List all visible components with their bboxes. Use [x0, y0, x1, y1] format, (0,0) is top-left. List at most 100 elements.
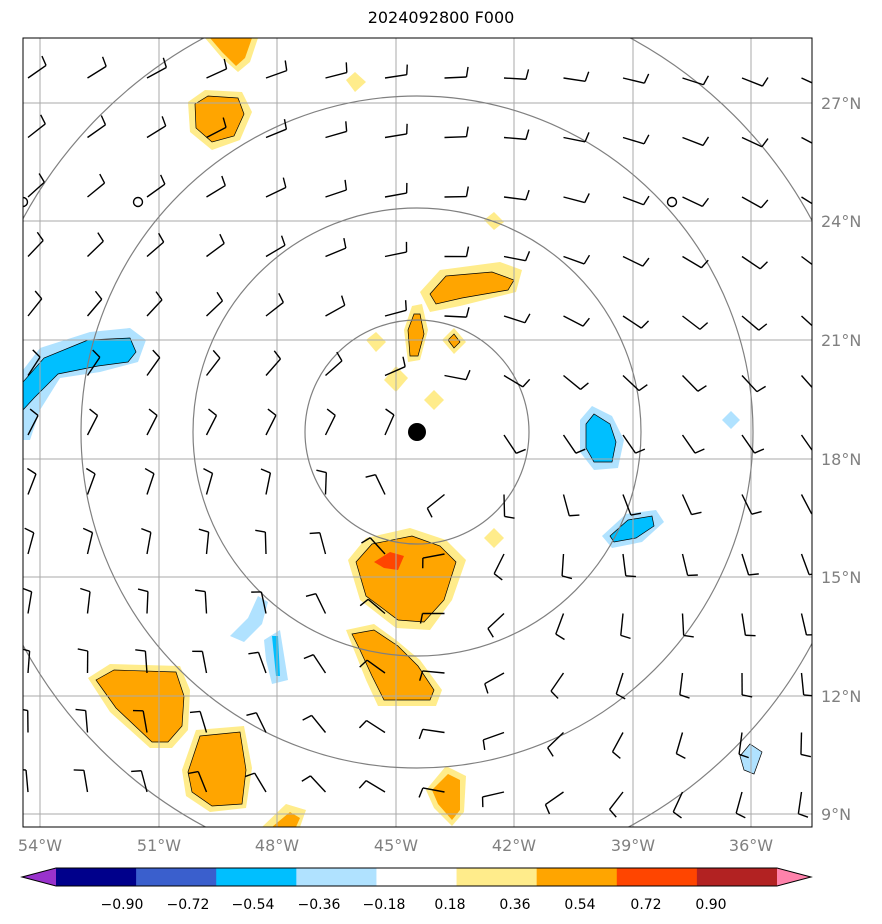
wind-barb-staff — [800, 672, 805, 695]
wind-barb-staff — [483, 731, 505, 741]
wind-barb-feather — [642, 257, 650, 267]
wind-barb-feather — [359, 841, 366, 849]
wind-barb-staff — [611, 732, 624, 753]
wind-barb-feather — [683, 634, 694, 638]
lon-label: 45°W — [374, 836, 418, 855]
wind-barb-feather — [255, 529, 266, 533]
wind-barb-staff — [374, 474, 386, 495]
wind-barb-feather — [642, 195, 650, 206]
wind-barb-feather — [283, 119, 288, 130]
wind-barb-staff — [562, 494, 570, 516]
wind-barb-staff — [444, 136, 467, 139]
colorbar-segment — [376, 868, 458, 886]
lon-label: 36°W — [729, 836, 773, 855]
wind-barb-staff — [741, 494, 753, 515]
wind-barb-feather — [216, 291, 224, 302]
wind-barb-feather — [419, 613, 424, 624]
wind-barb-feather — [301, 836, 309, 842]
wind-barb-staff — [27, 181, 45, 198]
wind-barb-feather — [152, 349, 161, 359]
lat-label: 15°N — [821, 568, 861, 587]
wind-barb-feather — [358, 780, 367, 789]
wind-barb-feather — [547, 747, 554, 757]
lat-label: 24°N — [821, 212, 861, 231]
wind-barb-staff — [319, 532, 327, 555]
wind-barb-staff — [146, 357, 161, 376]
wind-barb-feather — [301, 775, 311, 782]
colorbar-tick-label: 0.72 — [630, 897, 661, 913]
wind-barb-feather — [24, 527, 35, 534]
wind-barb-feather — [493, 573, 503, 581]
wind-barb-feather — [131, 770, 142, 773]
wind-barb-feather — [742, 694, 753, 698]
wind-barb-staff — [741, 255, 761, 270]
wind-barb-staff — [325, 304, 346, 317]
wind-barb-feather — [612, 751, 621, 759]
wind-barb-staff — [503, 196, 526, 201]
calm-wind-circle — [132, 196, 144, 208]
wind-barb-feather — [756, 385, 766, 393]
wind-barb-feather — [34, 290, 43, 300]
wind-barb-feather — [609, 808, 617, 818]
wind-barb-feather — [465, 307, 470, 318]
wind-barb-staff — [544, 852, 564, 862]
wind-barb-feather — [188, 770, 199, 775]
wind-barb-staff — [738, 732, 743, 755]
wind-barb-staff — [801, 255, 812, 266]
wind-barb-staff — [366, 659, 386, 674]
wind-barb-feather — [359, 659, 368, 668]
wind-barb-staff — [422, 670, 445, 674]
wind-barb-staff — [682, 136, 704, 147]
wind-barb-feather — [38, 173, 45, 183]
wind-barb-staff — [484, 672, 505, 685]
wind-barb-staff — [423, 847, 445, 852]
wind-barb-staff — [146, 532, 152, 555]
wind-barb-staff — [735, 791, 743, 814]
wind-barb-feather — [137, 588, 149, 593]
wind-barb-feather — [544, 804, 551, 815]
wind-barb-staff — [796, 852, 802, 873]
wind-barb-staff — [679, 672, 684, 695]
wind-barb-feather — [99, 173, 106, 184]
wind-barb-staff — [801, 315, 812, 327]
colorbar-segment — [136, 868, 217, 886]
wind-barb-feather — [465, 369, 471, 380]
wind-barb-staff — [682, 77, 704, 86]
wind-barb-staff — [205, 473, 214, 495]
wind-barb-staff — [310, 836, 326, 851]
wind-barb-feather — [203, 468, 213, 474]
wind-barb-staff — [27, 591, 33, 614]
wind-barb-staff — [800, 375, 812, 389]
lon-label: 51°W — [137, 836, 181, 855]
wind-barb-staff — [503, 374, 524, 388]
wind-barb-feather — [135, 649, 146, 652]
wind-barb-feather — [23, 769, 27, 771]
wind-barb-staff — [741, 136, 763, 148]
wind-barb-staff — [140, 770, 148, 793]
wind-barb-feather — [345, 62, 348, 73]
wind-barb-staff — [87, 124, 106, 139]
wind-barb-feather — [643, 134, 650, 145]
wind-barb-staff — [206, 68, 227, 79]
wind-barb-feather — [484, 683, 489, 694]
wind-barb-feather — [158, 232, 165, 243]
wind-barb-staff — [563, 255, 585, 265]
wind-barb-feather — [809, 573, 812, 576]
wind-barb-feather — [340, 295, 346, 306]
wind-barb-feather — [223, 58, 228, 70]
wind-barb-feather — [187, 832, 197, 835]
wind-barb-feather — [82, 527, 93, 534]
wind-barb-staff — [547, 731, 564, 749]
wind-barb-feather — [584, 193, 590, 203]
wind-barb-feather — [640, 320, 650, 329]
wind-barb-staff — [265, 358, 282, 376]
wind-barb-feather — [679, 694, 690, 699]
wind-barb-staff — [741, 196, 762, 209]
wind-barb-staff — [482, 791, 505, 798]
wind-barb-feather — [522, 378, 531, 388]
wind-barb-staff — [146, 473, 155, 495]
wind-barb-feather — [751, 510, 762, 515]
wind-barb-feather — [582, 317, 590, 327]
wind-barb-feather — [761, 138, 769, 148]
calm-wind-circle — [666, 196, 678, 208]
